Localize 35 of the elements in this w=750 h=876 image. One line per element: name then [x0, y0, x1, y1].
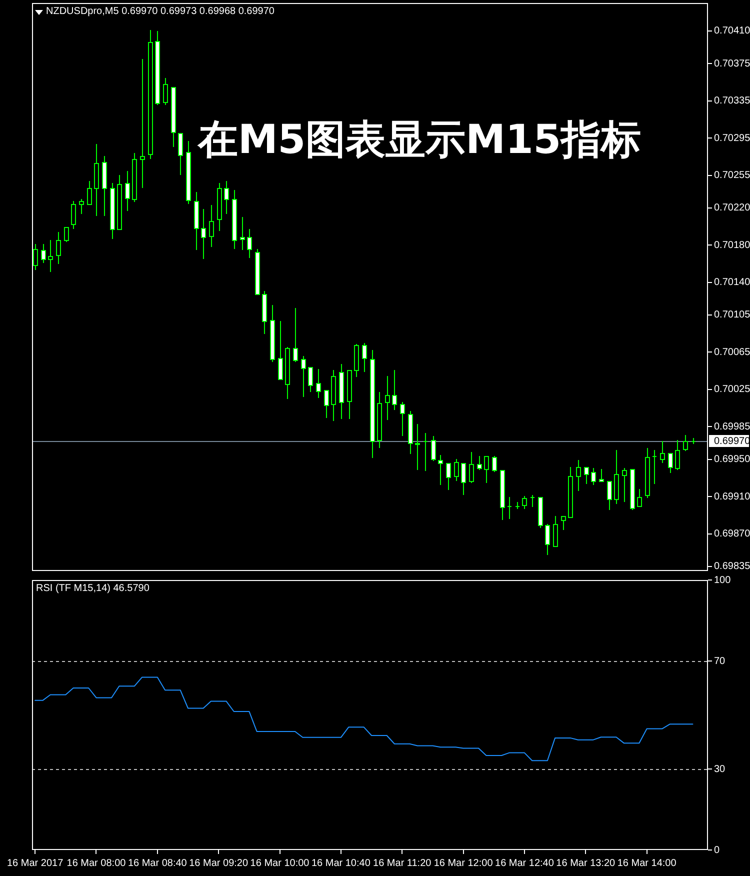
- chart-title: NZDUSDpro,M5 0.69970 0.69973 0.69968 0.69970: [46, 6, 274, 18]
- y-tick-label: 0.70065: [714, 346, 750, 358]
- annotation: 在M5图表显示M15指标: [198, 116, 642, 164]
- y-tick-label: 0: [714, 844, 720, 856]
- y-tick-label: 0.69835: [714, 561, 750, 572]
- y-tick-label: 0.70295: [714, 132, 750, 144]
- chart-title: RSI (TF M15,14) 46.5790: [36, 583, 150, 595]
- x-tick-label: 16 Mar 08:40: [128, 858, 188, 869]
- y-tick-label: 0.70140: [714, 277, 750, 288]
- x-tick-label: 16 Mar 12:00: [434, 858, 494, 869]
- y-tick-label: 70: [714, 656, 726, 667]
- x-tick-label: 16 Mar 11:20: [373, 858, 432, 869]
- y-tick-label: 0.69950: [714, 454, 750, 466]
- y-tick-label: 0.69985: [714, 421, 750, 432]
- x-tick-label: 16 Mar 08:00: [66, 858, 126, 869]
- y-tick-label: 0.69870: [714, 528, 750, 540]
- y-tick-label: 0.70105: [714, 310, 750, 321]
- y-tick-label: 100: [714, 574, 732, 586]
- y-tick-label: 0.70180: [714, 240, 750, 251]
- y-tick-label: 0.70335: [714, 96, 750, 107]
- x-tick-label: 16 Mar 12:40: [495, 858, 554, 869]
- x-tick-label: 16 Mar 10:00: [250, 858, 310, 869]
- x-tick-label: 16 Mar 13:20: [556, 858, 616, 869]
- x-tick-label: 16 Mar 14:00: [617, 858, 677, 869]
- y-tick-label: 0.70375: [714, 58, 750, 70]
- x-tick-label: 16 Mar 2017: [6, 858, 64, 869]
- y-tick-label: 0.69910: [714, 491, 750, 502]
- y-tick-label: 30: [714, 764, 726, 775]
- y-tick-label: 0.70025: [714, 384, 750, 396]
- y-tick-label: 0.70220: [714, 202, 750, 214]
- x-tick-label: 16 Mar 10:40: [311, 858, 371, 869]
- y-tick-label: 0.70255: [714, 170, 750, 182]
- y-tick-label: 0.70410: [714, 26, 750, 37]
- x-tick-label: 16 Mar 09:20: [189, 858, 248, 869]
- ref-line-label: 0.69970: [714, 436, 750, 447]
